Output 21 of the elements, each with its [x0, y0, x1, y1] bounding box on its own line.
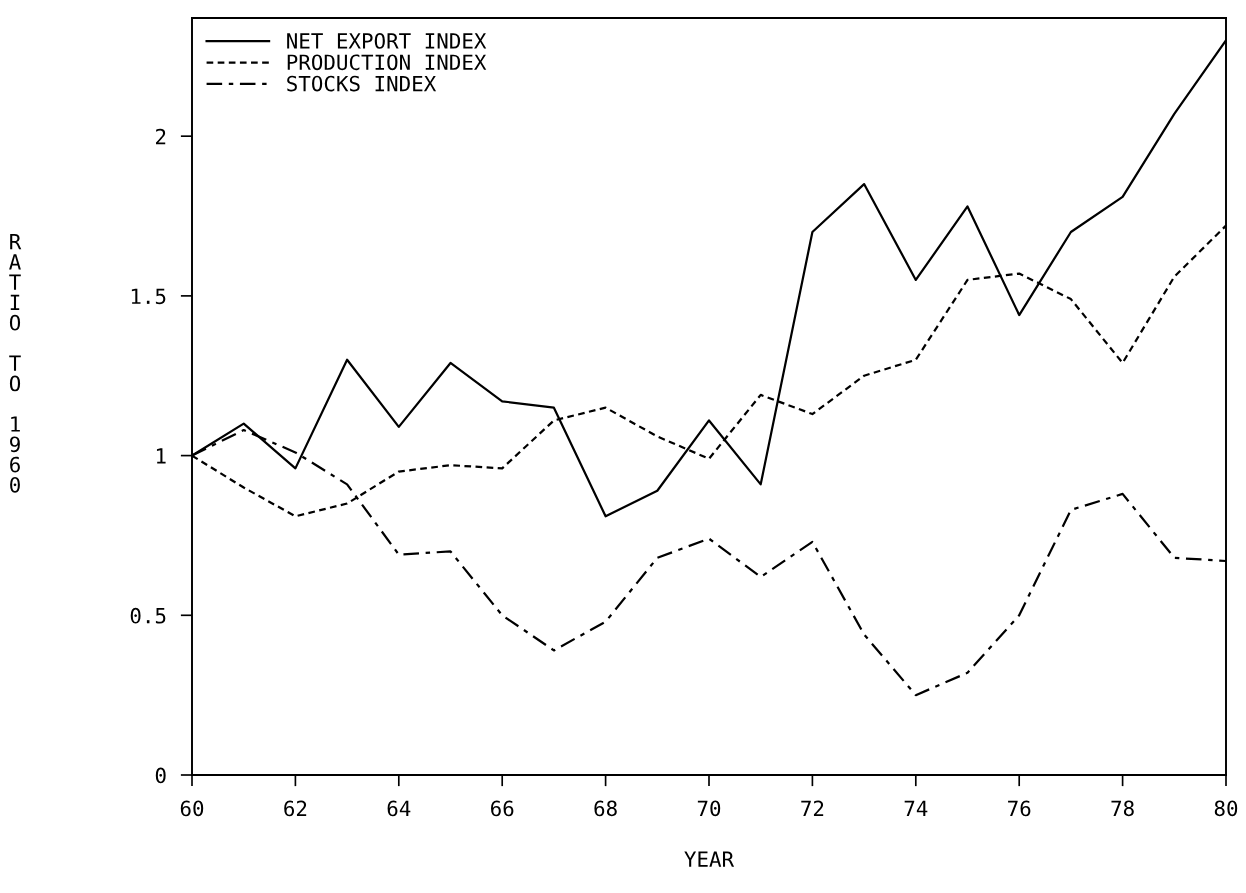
y-tick-label: 0.5 [130, 607, 166, 624]
x-tick-label: 72 [801, 800, 824, 816]
x-tick-label: 76 [1008, 800, 1031, 817]
x-tick-label: 80 [1214, 800, 1238, 817]
y-tick-label: 1.5 [131, 288, 166, 305]
legend-label: NET EXPORT INDEX [287, 33, 487, 49]
y-tick-label: 1 [156, 448, 166, 464]
x-tick-label: 68 [594, 800, 617, 817]
text: RATIO TO 1960 [9, 233, 22, 493]
x-tick-label: 64 [387, 800, 411, 817]
x-tick-label: 70 [697, 800, 721, 817]
legend-label: PRODUCTION INDEX [287, 54, 487, 71]
x-tick-label: 74 [904, 800, 928, 816]
legend-label: STOCKS INDEX [287, 75, 437, 92]
y-tick-label: 0 [155, 767, 166, 784]
x-axis-title: YEAR [684, 851, 735, 867]
x-tick-label: 78 [1111, 800, 1134, 817]
y-tick-label: 2 [156, 128, 166, 145]
x-tick-label: 62 [284, 800, 307, 817]
x-tick-label: 60 [180, 800, 204, 817]
x-tick-label: 66 [491, 800, 514, 817]
